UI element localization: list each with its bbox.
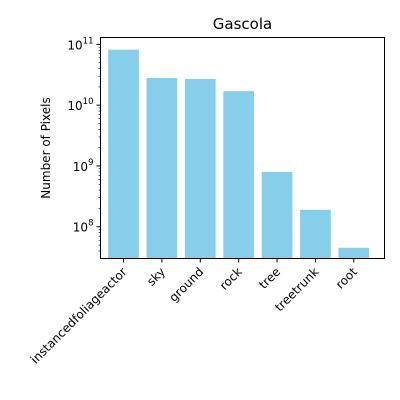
y-tick-label: 1011 (67, 36, 93, 52)
chart-title: Gascola (213, 15, 272, 33)
bar-root (338, 247, 370, 259)
bars-group (108, 49, 370, 259)
y-tick-label: 109 (73, 158, 94, 174)
bar-sky (146, 78, 178, 259)
bar-treetrunk (300, 209, 331, 259)
y-ticks-group: 108 109 1010 1011 (67, 36, 101, 252)
y-tick-label: 1010 (67, 97, 93, 113)
bar-instancedfoliageactor (108, 49, 139, 259)
y-axis-label: Number of Pixels (39, 97, 53, 198)
bar-ground (184, 78, 216, 259)
bar-rock (223, 91, 255, 259)
plot-frame (100, 37, 385, 259)
bar-tree (261, 171, 293, 259)
y-tick-label: 108 (73, 219, 94, 235)
